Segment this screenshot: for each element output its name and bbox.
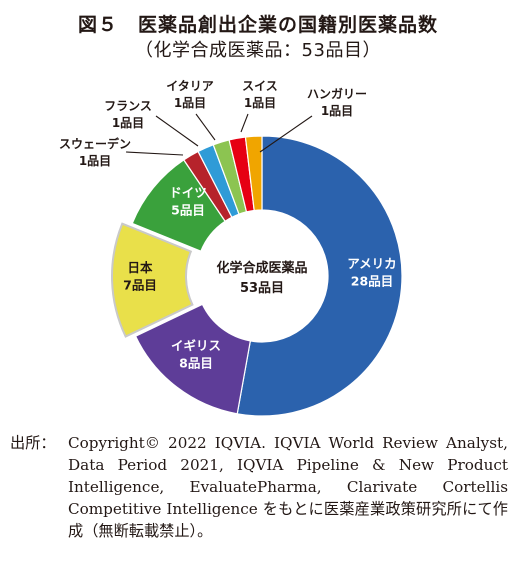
slice-value-フランス: 1品目 (112, 116, 144, 130)
slice-日本 (111, 222, 194, 338)
leader-line-スウェーデン (125, 151, 184, 156)
leader-line-スイス (240, 113, 249, 133)
slice-イギリス (134, 303, 252, 415)
source-text: Copyright© 2022 IQVIA. IQVIA World Revie… (68, 434, 508, 540)
slice-label-イタリア: イタリア (166, 79, 214, 93)
leader-line-イタリア (195, 113, 216, 141)
chart-title: 図５ 医薬品創出企業の国籍別医薬品数 (77, 14, 438, 36)
leader-line-フランス (155, 115, 199, 147)
center-label-line-2: 53品目 (240, 281, 284, 296)
slice-label-フランス: フランス (104, 99, 152, 113)
slice-label-ハンガリー: ハンガリー (307, 86, 367, 101)
slice-label-日本: 日本 (127, 260, 153, 275)
slice-label-スウェーデン: スウェーデン (59, 136, 131, 151)
slice-value-ドイツ: 5品目 (171, 203, 205, 218)
leader-line-ハンガリー (259, 115, 313, 153)
slice-label-イギリス: イギリス (171, 338, 221, 353)
center-label-line-1: 化学合成医薬品 (216, 260, 307, 276)
slice-value-スイス: 1品目 (244, 96, 276, 110)
slice-value-ハンガリー: 1品目 (321, 104, 353, 118)
source-label: 出所： (10, 434, 56, 452)
slice-label-ドイツ: ドイツ (169, 185, 207, 200)
slice-value-アメリカ: 28品目 (351, 274, 393, 289)
slice-value-日本: 7品目 (123, 278, 157, 293)
slice-ハンガリー (244, 135, 263, 212)
slice-アメリカ (236, 135, 403, 417)
slice-label-スイス: スイス (242, 79, 278, 93)
chart-subtitle: （化学合成医薬品：53品目） (135, 40, 381, 61)
slice-value-イギリス: 8品目 (179, 356, 213, 371)
slice-label-アメリカ: アメリカ (347, 256, 396, 271)
slice-value-イタリア: 1品目 (174, 96, 206, 110)
slice-value-スウェーデン: 1品目 (79, 154, 111, 168)
